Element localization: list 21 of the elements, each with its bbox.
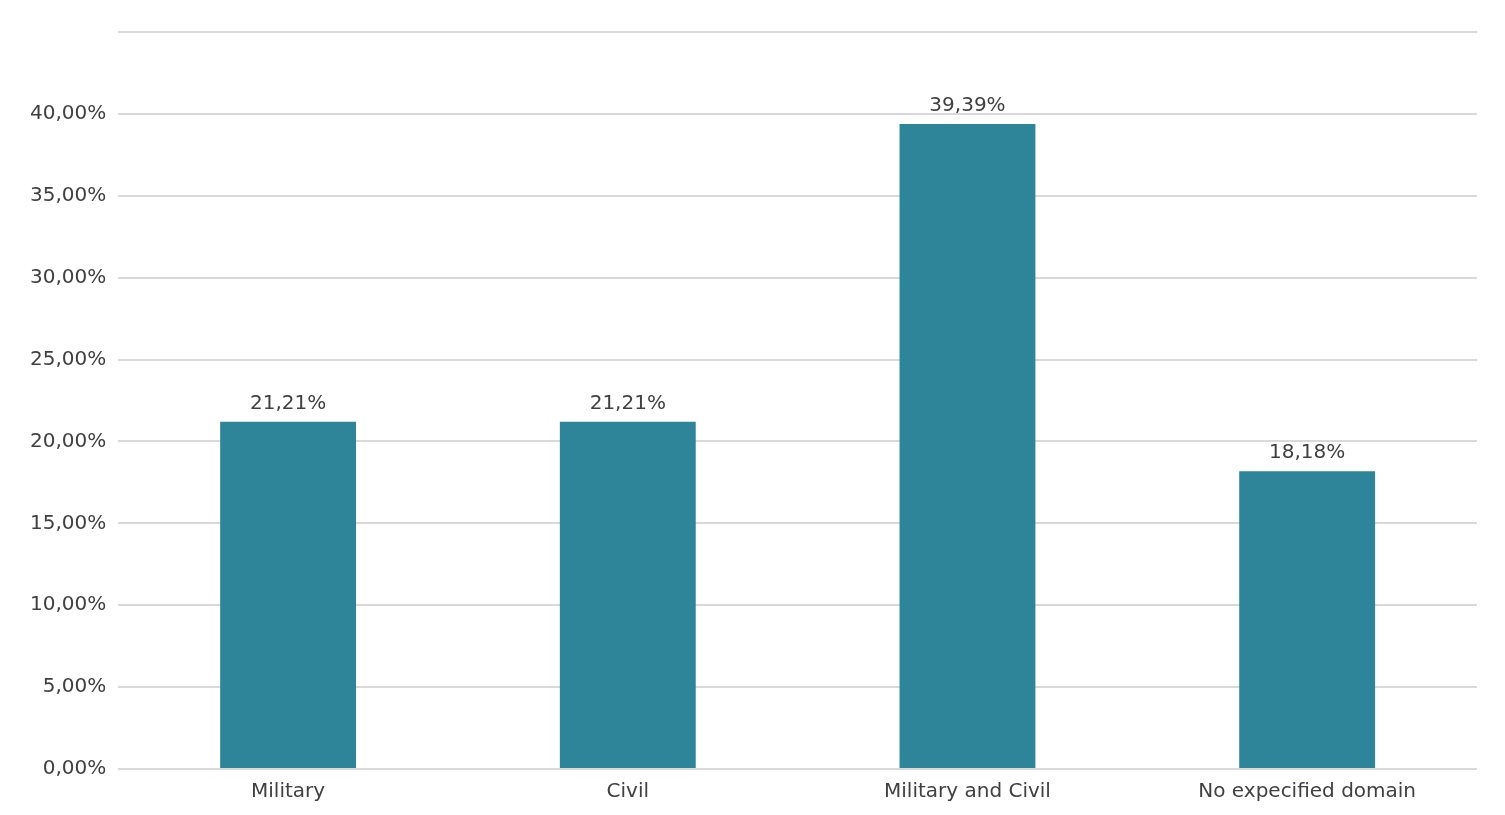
y-tick-label: 20,00% bbox=[29, 427, 107, 452]
y-tick-label: 40,00% bbox=[29, 100, 107, 125]
y-tick-label: 5,00% bbox=[42, 673, 107, 698]
bar bbox=[899, 123, 1036, 768]
y-tick-label: 10,00% bbox=[29, 591, 107, 616]
bar bbox=[559, 421, 696, 768]
data-label: 18,18% bbox=[1269, 439, 1346, 464]
bar bbox=[1239, 471, 1376, 768]
x-tick-label: No expecified domain bbox=[1198, 778, 1417, 803]
y-tick-label: 35,00% bbox=[29, 181, 107, 206]
bar bbox=[220, 421, 357, 768]
x-tick-label: Military and Civil bbox=[884, 778, 1051, 803]
y-tick-label: 15,00% bbox=[29, 509, 107, 534]
x-tick-label: Military bbox=[251, 778, 326, 803]
data-label: 39,39% bbox=[929, 92, 1006, 117]
y-tick-label: 30,00% bbox=[29, 263, 107, 288]
y-tick-label: 0,00% bbox=[42, 755, 107, 780]
data-label: 21,21% bbox=[249, 389, 327, 414]
data-label: 21,21% bbox=[589, 389, 666, 414]
x-tick-label: Civil bbox=[606, 778, 650, 803]
y-tick-label: 25,00% bbox=[29, 345, 107, 370]
